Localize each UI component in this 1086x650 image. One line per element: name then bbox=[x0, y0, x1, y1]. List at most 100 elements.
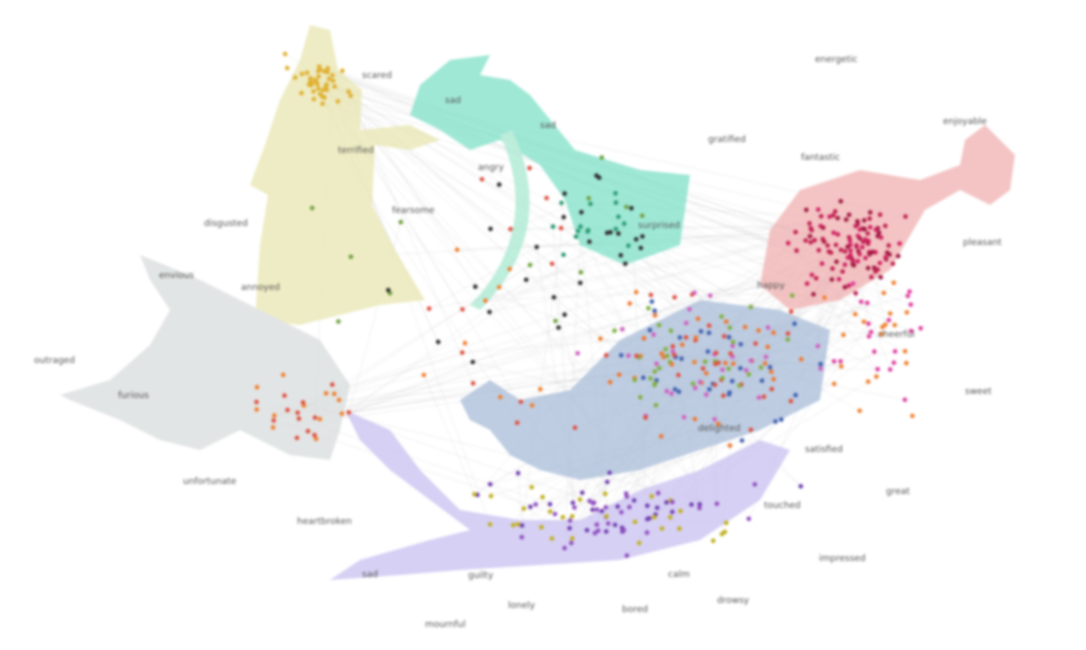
network-node bbox=[672, 387, 678, 392]
network-node bbox=[567, 525, 572, 531]
network-node bbox=[719, 531, 725, 537]
network-node bbox=[508, 226, 513, 232]
network-node bbox=[272, 413, 277, 418]
network-node bbox=[559, 200, 564, 206]
network-node bbox=[738, 342, 743, 347]
network-node bbox=[883, 223, 888, 229]
network-node bbox=[435, 339, 441, 345]
network-node bbox=[875, 267, 880, 272]
network-node bbox=[681, 414, 687, 420]
network-node bbox=[697, 379, 703, 385]
network-edge bbox=[348, 279, 527, 413]
network-node bbox=[638, 395, 643, 400]
network-node bbox=[421, 372, 427, 378]
network-node bbox=[726, 334, 732, 340]
label-cheerful: cheerful bbox=[878, 330, 915, 340]
network-node bbox=[587, 498, 592, 504]
network-edge bbox=[429, 246, 537, 309]
network-node bbox=[872, 349, 877, 354]
network-node bbox=[865, 231, 871, 236]
network-node bbox=[324, 82, 329, 87]
network-node bbox=[528, 504, 533, 510]
network-node bbox=[908, 302, 914, 307]
network-node bbox=[560, 514, 566, 520]
network-node bbox=[680, 342, 685, 348]
network-node bbox=[738, 366, 743, 371]
network-node bbox=[488, 226, 493, 232]
network-node bbox=[788, 309, 794, 314]
label-happy: happy bbox=[757, 281, 786, 291]
network-node bbox=[848, 248, 853, 253]
network-node bbox=[655, 490, 661, 496]
network-node bbox=[863, 255, 868, 261]
network-node bbox=[773, 419, 778, 424]
label-drowsy: drowsy bbox=[717, 596, 750, 606]
network-node bbox=[646, 305, 651, 311]
network-node bbox=[632, 519, 638, 525]
network-node bbox=[727, 443, 733, 448]
network-node bbox=[587, 239, 592, 244]
network-node bbox=[282, 393, 287, 398]
network-node bbox=[698, 329, 704, 334]
network-node bbox=[284, 65, 290, 71]
network-node bbox=[633, 289, 639, 295]
network-node bbox=[523, 277, 529, 283]
network-node bbox=[312, 77, 318, 83]
label-fearsome: fearsome bbox=[392, 206, 435, 216]
network-node bbox=[602, 491, 608, 497]
network-edge bbox=[517, 473, 523, 526]
label-terrified: terrified bbox=[338, 146, 374, 156]
network-node bbox=[712, 382, 718, 388]
network-node bbox=[626, 353, 631, 358]
network-node bbox=[643, 415, 648, 420]
network-node bbox=[271, 418, 277, 423]
network-node bbox=[692, 290, 697, 296]
network-node bbox=[785, 337, 790, 342]
network-node bbox=[705, 349, 711, 354]
network-node bbox=[270, 425, 276, 430]
network-node bbox=[846, 283, 852, 288]
network-node bbox=[831, 381, 837, 387]
network-node bbox=[730, 343, 735, 349]
label-annoyed: annoyed bbox=[241, 283, 280, 293]
network-node bbox=[603, 505, 609, 510]
network-node bbox=[853, 223, 858, 229]
network-node bbox=[470, 359, 476, 365]
network-node bbox=[679, 356, 684, 362]
network-node bbox=[578, 280, 583, 286]
network-node bbox=[312, 432, 317, 438]
network-node bbox=[656, 322, 662, 328]
network-node bbox=[723, 520, 729, 526]
network-node bbox=[746, 516, 752, 522]
network-node bbox=[460, 307, 465, 312]
network-node bbox=[687, 307, 692, 312]
network-node bbox=[613, 226, 619, 232]
label-outraged: outraged bbox=[34, 356, 75, 366]
network-node bbox=[731, 361, 736, 367]
network-node bbox=[613, 200, 619, 205]
network-node bbox=[850, 258, 856, 264]
network-node bbox=[570, 500, 576, 506]
network-node bbox=[767, 364, 773, 370]
network-node bbox=[846, 235, 852, 240]
network-node bbox=[839, 364, 844, 369]
network-node bbox=[689, 502, 694, 507]
network-node bbox=[656, 365, 662, 371]
network-node bbox=[855, 219, 860, 224]
network-node bbox=[670, 509, 675, 515]
network-node bbox=[836, 276, 842, 282]
label-sad-teal: sad bbox=[540, 121, 556, 131]
network-node bbox=[831, 230, 836, 236]
network-node bbox=[592, 530, 598, 536]
network-node bbox=[769, 369, 774, 375]
network-node bbox=[861, 319, 867, 325]
network-node bbox=[454, 247, 460, 253]
network-node bbox=[624, 204, 629, 210]
gray-wolf-shape bbox=[60, 255, 350, 460]
network-node bbox=[897, 241, 902, 246]
network-node bbox=[798, 484, 804, 489]
network-edge bbox=[824, 297, 878, 370]
network-node bbox=[866, 334, 872, 339]
network-node bbox=[616, 372, 622, 378]
